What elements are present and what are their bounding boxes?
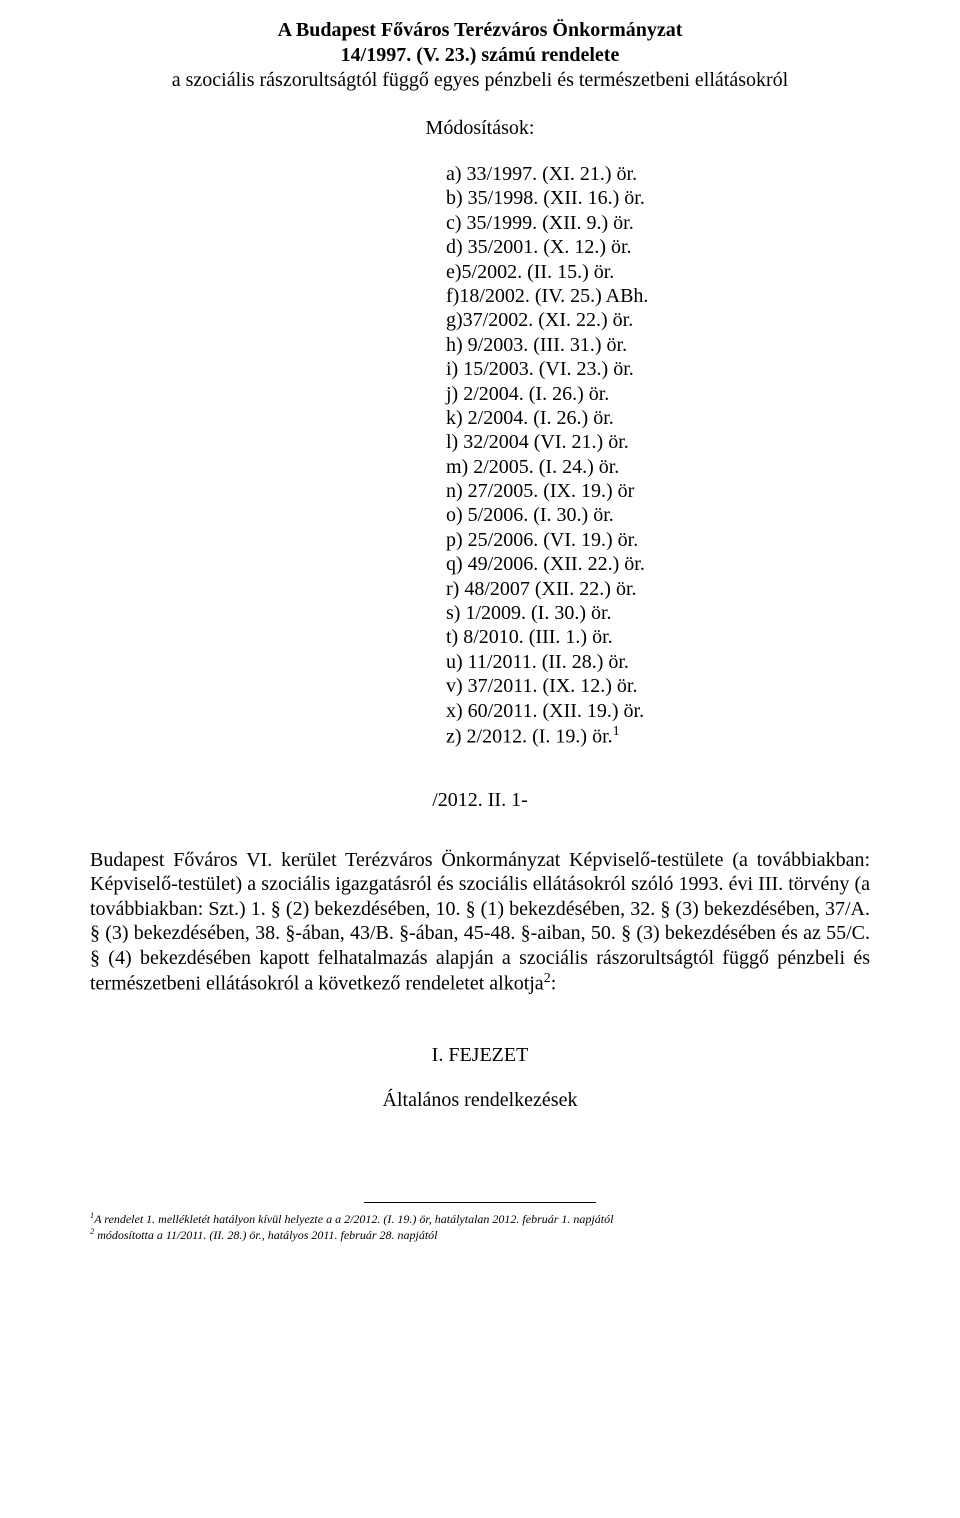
title-line-1: A Budapest Főváros Terézváros Önkormányz… [90,18,870,43]
amendment-item: k) 2/2004. (I. 26.) ör. [446,406,870,430]
amendment-z-text: z) 2/2012. (I. 19.) ör. [446,726,613,748]
footnote-2: 2 módosította a 11/2011. (II. 28.) ör., … [90,1227,870,1243]
amendment-item: d) 35/2001. (X. 12.) ör. [446,235,870,259]
preamble-suffix: : [551,973,557,995]
amendment-item: f)18/2002. (IV. 25.) ABh. [446,284,870,308]
footnote-2-text: módosította a 11/2011. (II. 28.) ör., ha… [94,1228,437,1242]
amendment-item: x) 60/2011. (XII. 19.) ör. [446,699,870,723]
amendment-item: g)37/2002. (XI. 22.) ör. [446,308,870,332]
amendment-item: o) 5/2006. (I. 30.) ör. [446,503,870,527]
amendment-item: c) 35/1999. (XII. 9.) ör. [446,211,870,235]
amendment-item: j) 2/2004. (I. 26.) ör. [446,382,870,406]
amendment-item: l) 32/2004 (VI. 21.) ör. [446,430,870,454]
amendment-item: q) 49/2006. (XII. 22.) ör. [446,552,870,576]
footnote-1-text: A rendelet 1. mellékletét hatályon kívül… [94,1212,613,1226]
footnotes-block: 1A rendelet 1. mellékletét hatályon kívü… [90,1211,870,1243]
modifications-label: Módosítások: [90,117,870,140]
subchapter-heading: Általános rendelkezések [90,1089,870,1112]
amendment-list: a) 33/1997. (XI. 21.) ör. b) 35/1998. (X… [446,162,870,749]
title-line-2: 14/1997. (V. 23.) számú rendelete [90,43,870,68]
amendment-item: e)5/2002. (II. 15.) ör. [446,260,870,284]
amendment-item: b) 35/1998. (XII. 16.) ör. [446,186,870,210]
amendment-item: r) 48/2007 (XII. 22.) ör. [446,577,870,601]
effective-date-line: /2012. II. 1- [90,789,870,812]
amendment-item-z: z) 2/2012. (I. 19.) ör.1 [446,723,870,749]
title-line-3: a szociális rászorultságtól függő egyes … [90,68,870,93]
amendment-item: a) 33/1997. (XI. 21.) ör. [446,162,870,186]
amendment-item: u) 11/2011. (II. 28.) ör. [446,650,870,674]
preamble-paragraph: Budapest Főváros VI. kerület Terézváros … [90,848,870,996]
amendment-item: i) 15/2003. (VI. 23.) ör. [446,357,870,381]
footnote-ref-2: 2 [544,971,551,986]
amendment-item: t) 8/2010. (III. 1.) ör. [446,625,870,649]
amendment-item: h) 9/2003. (III. 31.) ör. [446,333,870,357]
amendment-item: v) 37/2011. (IX. 12.) ör. [446,674,870,698]
amendment-item: s) 1/2009. (I. 30.) ör. [446,601,870,625]
footnote-ref-1: 1 [613,724,620,739]
amendment-item: n) 27/2005. (IX. 19.) ör [446,479,870,503]
amendment-item: p) 25/2006. (VI. 19.) ör. [446,528,870,552]
chapter-heading: I. FEJEZET [90,1044,870,1067]
footnote-1: 1A rendelet 1. mellékletét hatályon kívü… [90,1211,870,1227]
amendment-item: m) 2/2005. (I. 24.) ör. [446,455,870,479]
footnote-separator [364,1202,596,1203]
preamble-text: Budapest Főváros VI. kerület Terézváros … [90,849,870,995]
